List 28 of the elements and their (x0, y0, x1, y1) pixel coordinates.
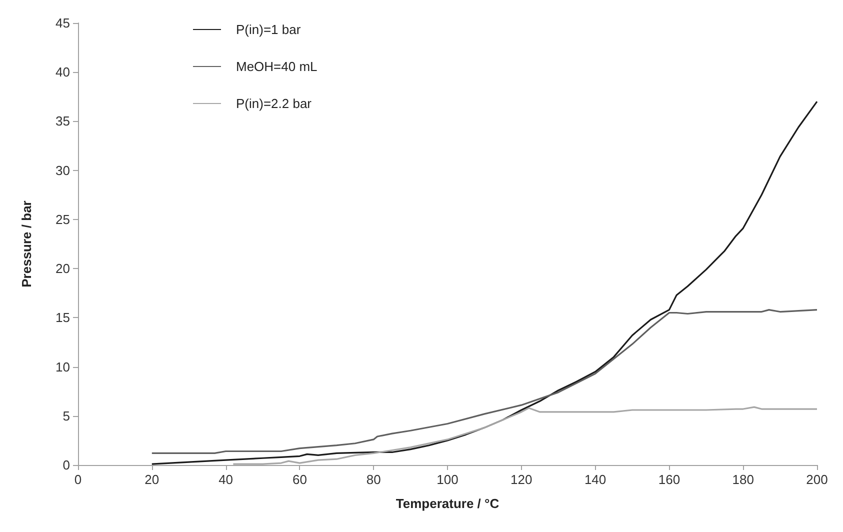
x-tick-label: 60 (292, 472, 307, 487)
x-tick-label: 20 (144, 472, 160, 487)
line-series (151, 100, 818, 465)
x-tick-label: 160 (658, 472, 680, 487)
y-tick-label: 35 (56, 114, 70, 129)
y-tick-label: 45 (56, 16, 70, 30)
legend-label: MeOH=40 mL (236, 59, 318, 74)
y-tick-label: 25 (56, 212, 70, 227)
y-tick-label: 10 (56, 359, 70, 374)
x-tick-label: 200 (806, 472, 828, 487)
x-tick-label: 40 (218, 472, 234, 487)
legend-label: P(in)=1 bar (236, 22, 302, 37)
y-tick-label: 15 (56, 310, 70, 326)
x-tick-label: 180 (732, 472, 754, 487)
line-series (151, 309, 818, 454)
y-tick-label: 20 (56, 261, 70, 276)
y-tick-label: 30 (56, 162, 70, 178)
x-tick-label: 120 (510, 472, 532, 487)
y-axis-title: Pressure / bar (19, 200, 34, 288)
y-tick-label: 40 (56, 64, 70, 80)
x-tick-label: 80 (366, 472, 381, 487)
x-axis-title: Temperature / °C (396, 496, 500, 511)
legend-label: P(in)=2.2 bar (236, 96, 312, 111)
x-tick-label: 100 (436, 472, 458, 487)
y-tick-label: 0 (62, 458, 70, 472)
y-tick-label: 5 (62, 408, 70, 424)
x-tick-label: 0 (74, 472, 82, 487)
x-tick-label: 140 (584, 472, 606, 487)
